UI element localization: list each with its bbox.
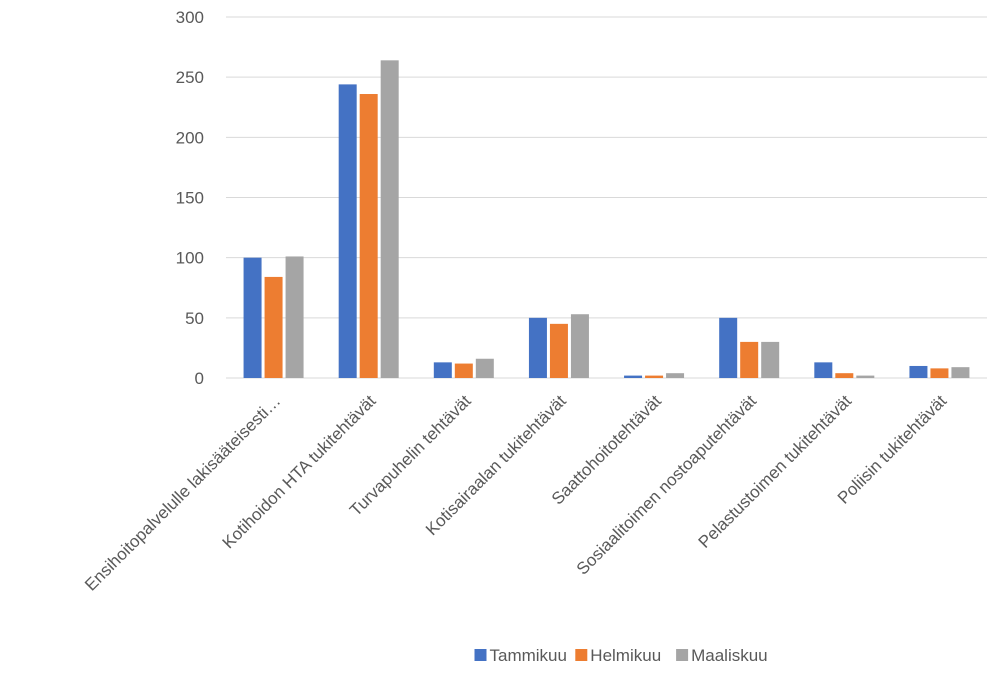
bar-maaliskuu-2 (475, 358, 494, 378)
bar-maaliskuu-3 (570, 314, 589, 378)
bar-helmikuu-1 (359, 94, 378, 378)
bar-tammikuu-1 (338, 84, 357, 379)
y-tick-label: 50 (185, 309, 204, 328)
legend-swatch (474, 649, 487, 661)
bar-maaliskuu-4 (666, 373, 685, 378)
y-tick-label: 0 (195, 369, 204, 388)
bar-tammikuu-3 (528, 317, 547, 378)
legend-swatch (676, 649, 689, 661)
x-category-label: Ensihoitopalvelulle lakisääteisesti… (81, 391, 284, 594)
bar-helmikuu-0 (264, 276, 283, 378)
legend: Tammikuu Helmikuu Maaliskuu (474, 646, 768, 665)
legend-item-helmikuu: Helmikuu (575, 646, 661, 665)
bar-helmikuu-6 (835, 373, 854, 378)
bar-tammikuu-6 (814, 362, 833, 378)
bar-maaliskuu-0 (285, 256, 304, 378)
x-category-label: Poliisin tukitehtävät (834, 391, 951, 508)
bar-tammikuu-4 (624, 375, 643, 378)
bar-maaliskuu-7 (951, 367, 970, 378)
legend-label: Maaliskuu (691, 646, 768, 665)
bar-helmikuu-7 (930, 368, 949, 378)
x-category-label: Pelastustoimen tukitehtävät (695, 391, 856, 552)
bar-helmikuu-2 (454, 363, 473, 378)
y-tick-label: 250 (176, 68, 204, 87)
bar-helmikuu-3 (549, 323, 568, 378)
x-category-label: Sosiaalitoimen nostoaputehtävät (573, 391, 760, 578)
y-tick-label: 100 (176, 249, 204, 268)
legend-label: Helmikuu (590, 646, 661, 665)
y-tick-label: 300 (176, 8, 204, 27)
bar-maaliskuu-5 (761, 341, 780, 378)
bar-maaliskuu-1 (380, 60, 399, 378)
legend-label: Tammikuu (490, 646, 567, 665)
legend-item-maaliskuu: Maaliskuu (676, 646, 768, 665)
bar-tammikuu-5 (719, 317, 738, 378)
y-axis-ticks: 0 50 100 150 200 250 300 (176, 8, 204, 388)
bar-maaliskuu-6 (856, 375, 875, 378)
x-category-label: Kotihoidon HTA tukitehtävät (219, 391, 380, 552)
bar-tammikuu-7 (909, 365, 928, 378)
bar-tammikuu-2 (433, 362, 452, 378)
y-tick-label: 200 (176, 128, 204, 147)
legend-swatch (575, 649, 588, 661)
bar-helmikuu-4 (645, 375, 664, 378)
bar-tammikuu-0 (243, 257, 262, 378)
y-tick-label: 150 (176, 189, 204, 208)
legend-item-tammikuu: Tammikuu (474, 646, 567, 665)
bars (243, 60, 970, 379)
bar-helmikuu-5 (740, 341, 759, 378)
x-axis-category-labels: Ensihoitopalvelulle lakisääteisesti…Koti… (81, 391, 950, 594)
